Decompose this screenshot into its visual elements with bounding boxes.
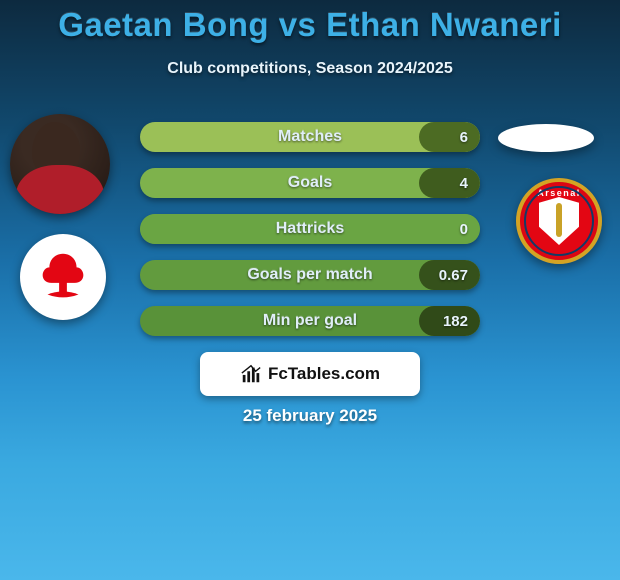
shield-icon: [539, 197, 579, 245]
stat-bar: Min per goal182: [140, 306, 480, 336]
player-left-avatar: [10, 114, 110, 214]
watermark-text: FcTables.com: [268, 364, 380, 384]
club-badge-left: [20, 234, 106, 320]
club-badge-right-text: Arsenal: [520, 188, 598, 198]
stats-bars: Matches6Goals4Hattricks0Goals per match0…: [140, 122, 480, 352]
stat-bar-value: 0: [460, 214, 468, 244]
subtitle: Club competitions, Season 2024/2025: [0, 60, 620, 78]
stat-bar: Goals per match0.67: [140, 260, 480, 290]
stat-bar-label: Min per goal: [140, 306, 480, 336]
stat-bar-label: Goals per match: [140, 260, 480, 290]
stat-bar: Goals4: [140, 168, 480, 198]
player-right-avatar: [498, 124, 594, 152]
page-title: Gaetan Bong vs Ethan Nwaneri: [0, 6, 620, 44]
comparison-card: Gaetan Bong vs Ethan Nwaneri Club compet…: [0, 0, 620, 580]
club-badge-right: Arsenal: [516, 178, 602, 264]
stat-bar-value: 0.67: [439, 260, 468, 290]
stat-bar-value: 6: [460, 122, 468, 152]
stat-bar-value: 182: [443, 306, 468, 336]
stat-bar-label: Goals: [140, 168, 480, 198]
bar-chart-icon: [240, 363, 262, 385]
stat-bar-label: Matches: [140, 122, 480, 152]
tree-icon: [32, 246, 94, 308]
watermark: FcTables.com: [200, 352, 420, 396]
stat-bar: Hattricks0: [140, 214, 480, 244]
stat-bar-value: 4: [460, 168, 468, 198]
date-label: 25 february 2025: [0, 406, 620, 426]
stat-bar: Matches6: [140, 122, 480, 152]
stat-bar-label: Hattricks: [140, 214, 480, 244]
